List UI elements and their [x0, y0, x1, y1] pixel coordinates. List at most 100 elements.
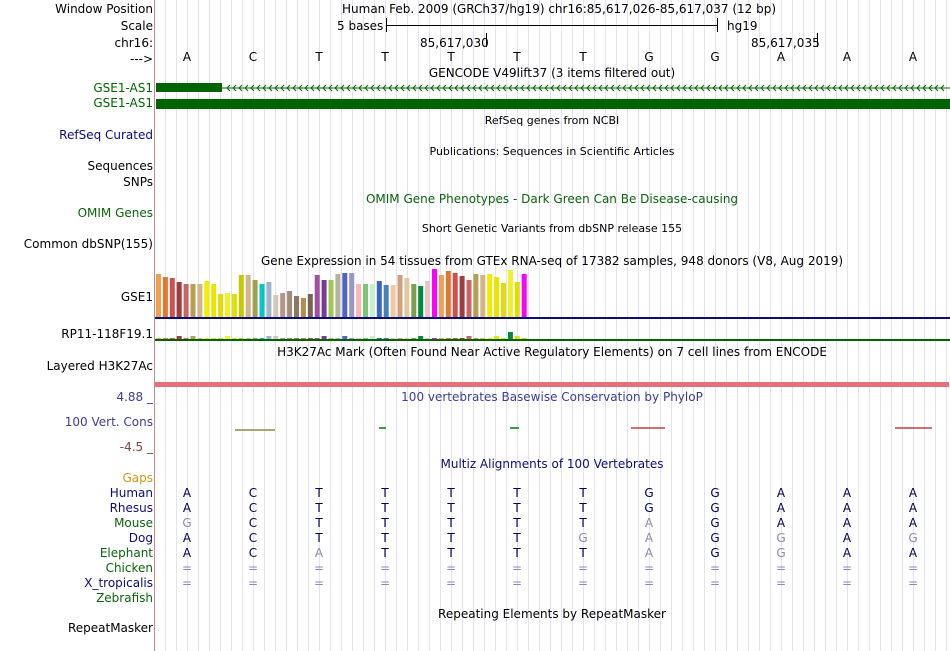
strand-chevron [880, 84, 885, 92]
gencode-gene-models[interactable] [155, 81, 950, 111]
strand-chevron [844, 84, 849, 92]
repeatmasker-track-label[interactable]: RepeatMasker [67, 621, 153, 635]
gtex-bar [259, 284, 265, 318]
strand-chevron [442, 84, 447, 92]
ruler-base: A [908, 50, 918, 64]
strand-chevron [448, 84, 453, 92]
multiz-base: T [381, 546, 389, 560]
multiz-species-label[interactable]: Mouse [114, 516, 153, 530]
strand-chevron [352, 84, 357, 92]
gtex-bar [314, 275, 320, 318]
multiz-species-label[interactable]: X_tropicalis [84, 576, 153, 590]
strand-chevron [622, 84, 627, 92]
strand-chevron [304, 84, 309, 92]
multiz-base: T [381, 531, 389, 545]
multiz-base: T [579, 516, 587, 530]
publications-track-label[interactable]: Sequences [87, 159, 153, 173]
guide-line [440, 0, 441, 651]
gtex-gene-label-1[interactable]: GSE1 [120, 290, 153, 304]
multiz-base: T [447, 546, 455, 560]
multiz-base: = [379, 576, 391, 590]
strand-chevron [700, 84, 705, 92]
multiz-base: T [447, 501, 455, 515]
strand-chevron [670, 84, 675, 92]
h3k27ac-track-label[interactable]: Layered H3K27Ac [46, 359, 153, 373]
multiz-species-label[interactable]: Zebrafish [96, 591, 153, 605]
dbsnp-track-label[interactable]: Common dbSNP(155) [23, 237, 153, 251]
gtex-bar [507, 332, 513, 340]
strand-chevron [274, 84, 279, 92]
strand-chevron [250, 84, 255, 92]
strand-chevron [328, 84, 333, 92]
strand-chevron [862, 84, 867, 92]
guide-line [319, 0, 320, 651]
guide-line [726, 0, 727, 651]
strand-chevron [736, 84, 741, 92]
strand-chevron [490, 84, 495, 92]
strand-chevron [616, 84, 621, 92]
strand-chevron [454, 84, 459, 92]
gtex-bar [452, 273, 458, 318]
multiz-base: = [313, 576, 325, 590]
gtex-bar [273, 295, 279, 318]
strand-chevron [664, 84, 669, 92]
multiz-base: G [776, 546, 786, 560]
guide-line [550, 0, 551, 651]
guide-line [451, 0, 452, 651]
multiz-base: = [379, 561, 391, 575]
multiz-base: T [381, 486, 389, 500]
multiz-species-label[interactable]: Dog [128, 531, 153, 545]
guide-line [473, 0, 474, 651]
gtex-gene-label-2[interactable]: RP11-118F19.1 [61, 327, 153, 341]
gtex-bar [321, 280, 327, 318]
omim-track-label[interactable]: OMIM Genes [77, 206, 153, 220]
guide-line [231, 0, 232, 651]
strand-chevron [226, 84, 231, 92]
strand-arrow-label: ---> [129, 52, 153, 66]
strand-chevron [586, 84, 591, 92]
guide-line [869, 0, 870, 651]
gtex-bar [156, 274, 161, 318]
coordinate-label-2: 85,617,035 [751, 36, 820, 50]
gtex-bar [369, 284, 375, 318]
strand-chevron [910, 84, 915, 92]
phylop-track-label[interactable]: 100 Vert. Cons [64, 415, 153, 429]
gtex-bar [376, 281, 382, 318]
multiz-species-label[interactable]: Elephant [99, 546, 153, 560]
strand-chevron [796, 84, 801, 92]
strand-chevron [472, 84, 477, 92]
refseq-track-label[interactable]: RefSeq Curated [59, 128, 153, 142]
multiz-species-label[interactable]: Human [109, 486, 153, 500]
gtex-bar [411, 284, 417, 318]
strand-chevron [544, 84, 549, 92]
multiz-species-label[interactable]: Rhesus [109, 501, 153, 515]
snps-track-label[interactable]: SNPs [123, 175, 153, 189]
multiz-base: G [710, 501, 720, 515]
gtex-bar [418, 286, 424, 318]
guide-line [748, 0, 749, 651]
gaps-track-label[interactable]: Gaps [122, 471, 153, 485]
strand-chevron [430, 84, 435, 92]
gencode-item-label-2[interactable]: GSE1-AS1 [93, 96, 153, 110]
strand-chevron [346, 84, 351, 92]
multiz-base: A [908, 516, 918, 530]
multiz-base: = [577, 576, 589, 590]
multiz-base: A [842, 486, 852, 500]
multiz-base: G [644, 486, 654, 500]
gtex-bar [418, 336, 424, 340]
gtex-expression-plot[interactable] [155, 268, 950, 343]
gtex-bar [335, 274, 341, 318]
guide-line [924, 0, 925, 651]
multiz-base: T [513, 501, 521, 515]
guide-line [891, 0, 892, 651]
gencode-item-label-1[interactable]: GSE1-AS1 [93, 81, 153, 95]
ruler-base: T [381, 50, 389, 64]
multiz-species-label[interactable]: Chicken [105, 561, 153, 575]
strand-chevron [496, 84, 501, 92]
phylop-min-label: -4.5 _ [119, 440, 153, 454]
strand-chevron [382, 84, 387, 92]
guide-line [605, 0, 606, 651]
gtex-bar [514, 282, 520, 318]
gtex-bar [307, 294, 313, 318]
guide-line [176, 0, 177, 651]
